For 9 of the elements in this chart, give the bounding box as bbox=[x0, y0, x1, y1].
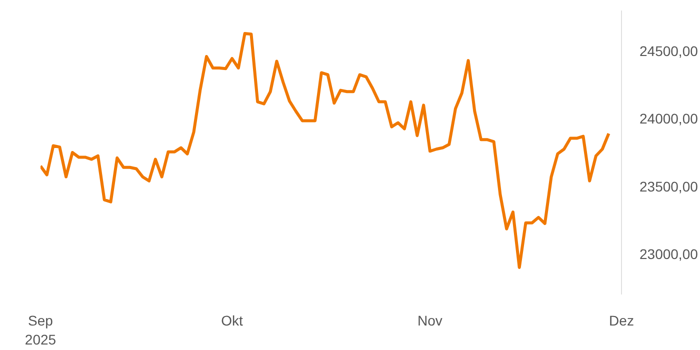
y-tick-label: 23500,00 bbox=[640, 178, 698, 194]
y-tick-label: 24000,00 bbox=[640, 110, 698, 127]
y-tick-label: 24500,00 bbox=[640, 43, 698, 60]
x-tick-label: Dez bbox=[609, 312, 634, 328]
y-tick-label: 23000,00 bbox=[640, 246, 698, 262]
x-tick-label: Sep 2025 bbox=[24, 312, 56, 348]
line-series bbox=[40, 32, 610, 269]
x-tick-label: Okt bbox=[221, 312, 244, 328]
x-tick-label: Nov bbox=[418, 312, 442, 328]
